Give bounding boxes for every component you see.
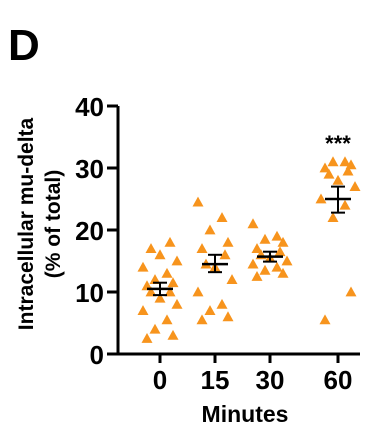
data-point	[196, 314, 208, 325]
x-tick-label: 30	[256, 365, 285, 395]
data-point	[339, 156, 351, 167]
y-axis-label-line-2: (% of total)	[42, 170, 65, 278]
data-point	[196, 243, 208, 253]
data-point	[192, 196, 204, 207]
data-point	[145, 243, 157, 253]
x-tick-label: 0	[153, 365, 167, 395]
panel-label: D	[8, 21, 40, 70]
data-point	[161, 314, 173, 325]
data-point	[216, 212, 228, 222]
data-point	[149, 323, 161, 334]
data-point	[204, 224, 216, 235]
data-point	[149, 274, 161, 284]
data-point	[271, 261, 283, 272]
data-point	[216, 298, 228, 309]
data-point	[327, 212, 339, 222]
data-point	[281, 255, 293, 266]
y-axis-label: Intracellular mu-delta (% of total)	[15, 117, 65, 330]
data-point	[164, 236, 176, 247]
x-axis-label: Minutes	[202, 401, 289, 427]
data-point	[259, 233, 271, 244]
data-point	[154, 292, 166, 303]
data-point	[274, 246, 286, 257]
data-point	[319, 162, 331, 173]
y-tick-label: 40	[75, 92, 104, 122]
data-point	[154, 249, 166, 260]
y-axis-label-line-1: Intracellular mu-delta	[15, 117, 38, 330]
y-tick-label: 0	[90, 340, 104, 370]
data-point	[226, 274, 238, 284]
data-point	[259, 264, 271, 275]
data-point	[251, 243, 263, 253]
data-point	[339, 199, 351, 210]
data-point	[247, 258, 259, 269]
data-point	[192, 286, 204, 297]
data-point	[345, 286, 357, 297]
data-point	[222, 311, 234, 322]
data-point	[349, 181, 361, 191]
data-point	[345, 159, 357, 170]
data-point	[171, 298, 183, 309]
plot-points	[137, 156, 361, 343]
plot-annotations: ***	[325, 131, 351, 156]
data-point	[219, 249, 231, 260]
data-point	[251, 271, 263, 281]
y-tick-label: 20	[75, 216, 104, 246]
data-point	[277, 236, 289, 247]
significance-label: ***	[325, 131, 351, 156]
x-tick-label: 60	[324, 365, 353, 395]
data-point	[167, 277, 179, 288]
y-axis: 0 10 20 30 40	[75, 92, 120, 370]
data-point	[164, 286, 176, 297]
data-point	[342, 165, 354, 176]
x-ticks: 0 15 30 60	[153, 354, 353, 395]
data-point	[319, 314, 331, 325]
data-point	[167, 329, 179, 340]
data-point	[247, 218, 259, 229]
data-point	[161, 267, 173, 278]
x-axis: 0 15 30 60	[117, 352, 360, 395]
data-point	[332, 174, 344, 185]
y-ticks: 0 10 20 30 40	[75, 92, 118, 370]
plot-stats	[147, 185, 351, 297]
data-point	[277, 267, 289, 278]
data-point	[145, 286, 157, 297]
data-point	[222, 236, 234, 247]
data-point	[137, 261, 149, 272]
data-point	[137, 305, 149, 315]
data-point	[204, 305, 216, 315]
data-point	[323, 168, 335, 179]
data-point	[271, 230, 283, 241]
data-point	[141, 333, 153, 343]
y-tick-label: 10	[75, 278, 104, 308]
data-point	[327, 156, 339, 167]
y-tick-label: 30	[75, 154, 104, 184]
x-tick-label: 15	[201, 365, 230, 395]
data-point	[171, 255, 183, 266]
data-point	[315, 193, 327, 204]
